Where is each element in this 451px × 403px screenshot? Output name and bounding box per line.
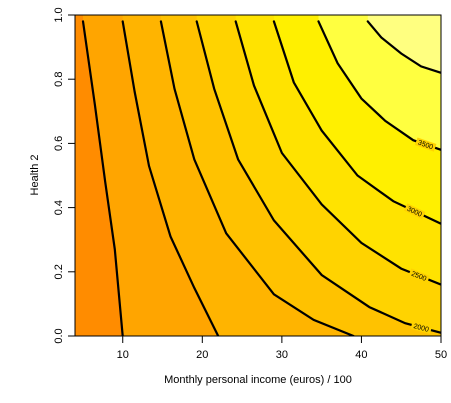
- y-tick-label: 0.4: [53, 200, 65, 215]
- contour-line: [272, 20, 441, 225]
- y-tick-label: 0.6: [53, 136, 65, 151]
- y-tick-label: 0.2: [53, 264, 65, 279]
- contour-line: [159, 20, 355, 336]
- y-tick-label: 0.0: [53, 328, 65, 343]
- x-tick-label: 30: [276, 349, 288, 361]
- x-axis-title: Monthly personal income (euros) / 100: [164, 374, 352, 386]
- x-tick-label: 50: [435, 349, 447, 361]
- x-tick-label: 40: [355, 349, 367, 361]
- contour-line: [81, 20, 124, 336]
- x-axis: 10 20 30 40 50: [117, 335, 447, 361]
- contour-line: [366, 20, 441, 74]
- contour-line: [234, 20, 441, 286]
- y-tick-label: 1.0: [53, 7, 65, 22]
- y-axis: 0.0 0.2 0.4 0.6 0.8 1.0: [53, 7, 76, 344]
- y-axis-title: Health 2: [29, 155, 41, 196]
- contour-line: [121, 20, 220, 336]
- x-tick-label: 20: [196, 349, 208, 361]
- contour-label-background: [410, 321, 433, 334]
- contour-label: 2000: [413, 323, 430, 334]
- contour-line: [195, 20, 441, 334]
- contour-label-background: [414, 137, 437, 152]
- contour-label-background: [403, 203, 426, 220]
- contour-label: 3500: [417, 140, 434, 152]
- x-tick-label: 10: [117, 349, 129, 361]
- contour-band: [367, 15, 441, 73]
- y-tick-label: 0.8: [53, 72, 65, 87]
- contour-label-background: [408, 268, 430, 284]
